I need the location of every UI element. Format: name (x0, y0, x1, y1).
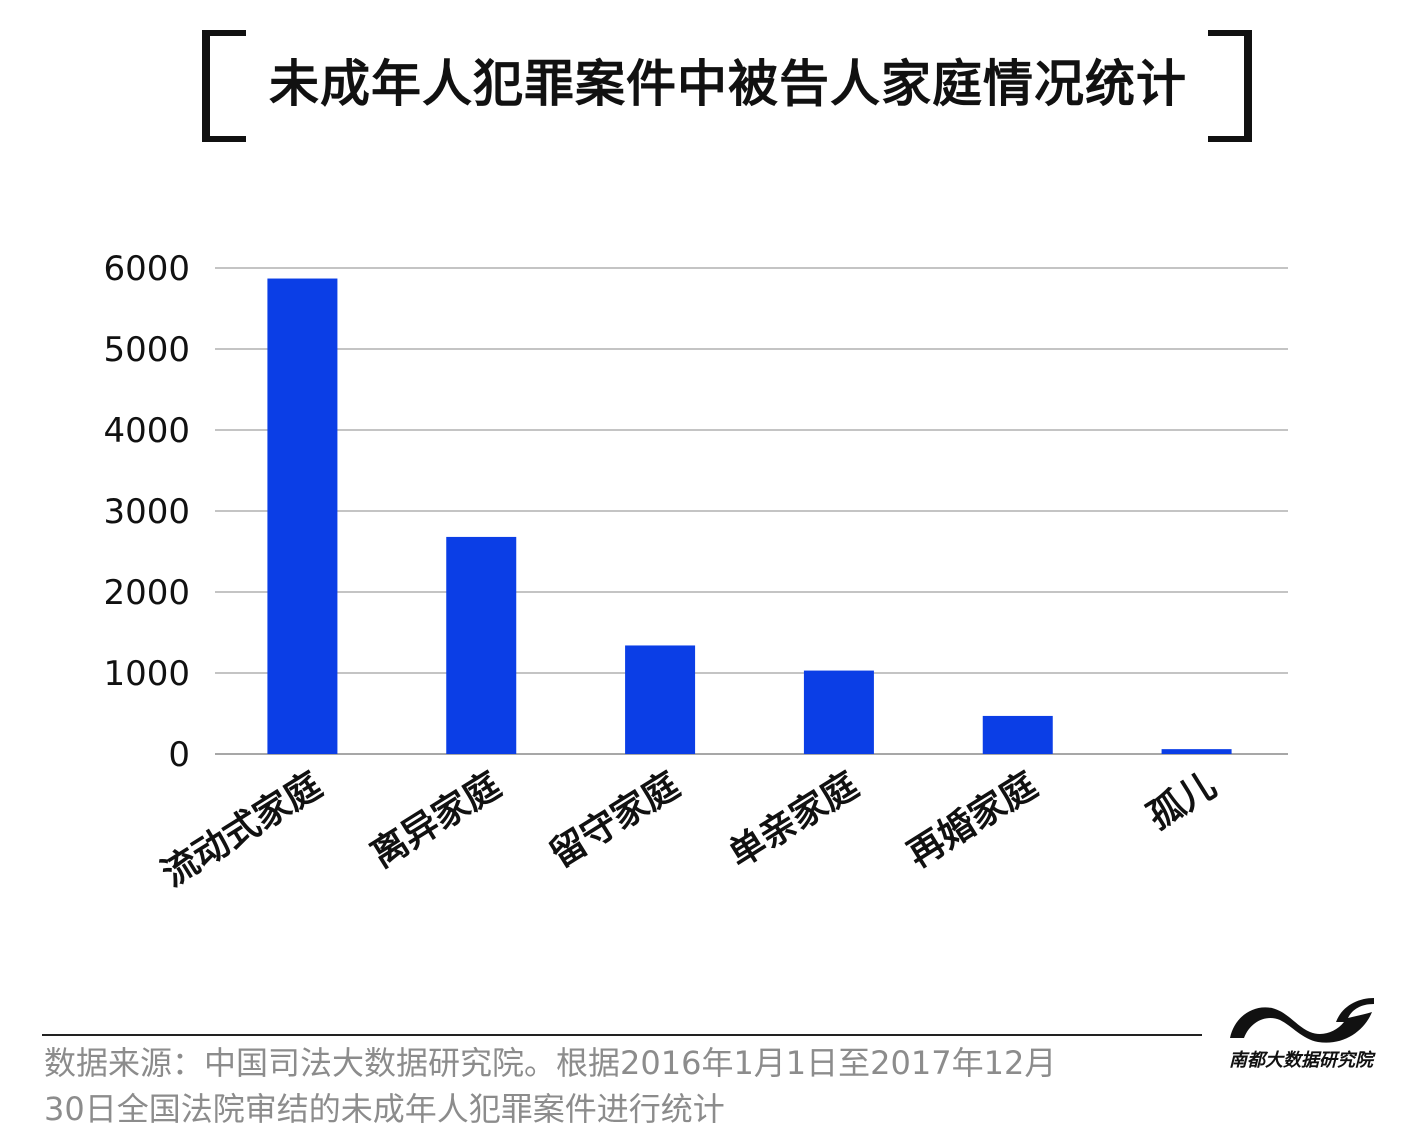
x-category-label: 离异家庭 (364, 765, 508, 876)
source-line-2: 30日全国法院审结的未成年人犯罪案件进行统计 (44, 1090, 725, 1128)
y-tick-label: 1000 (103, 654, 190, 694)
bar (267, 278, 338, 754)
x-category-label: 留守家庭 (543, 765, 687, 876)
nandu-logo-icon (1230, 998, 1374, 1043)
title-bracket-left (202, 30, 246, 142)
bar (982, 715, 1053, 754)
y-tick-label: 4000 (103, 411, 190, 451)
y-tick-label: 2000 (103, 573, 190, 613)
title-bracket-right (1208, 30, 1252, 142)
bar (446, 536, 517, 754)
y-tick-label: 6000 (103, 249, 190, 289)
x-category-label: 流动式家庭 (155, 765, 329, 895)
x-category-label: 单亲家庭 (722, 765, 866, 876)
bar (625, 645, 696, 754)
x-category-label: 孤儿 (1141, 765, 1224, 838)
chart-title: 未成年人犯罪案件中被告人家庭情况统计 (269, 55, 1187, 113)
y-tick-label: 3000 (103, 492, 190, 532)
source-line-1: 数据来源：中国司法大数据研究院。根据2016年1月1日至2017年12月 (44, 1044, 1057, 1082)
footer-divider (42, 1034, 1202, 1036)
bar-chart: 0 1000 2000 3000 4000 5000 6000 流动式家庭 离异家庭 留守家庭 单亲… (103, 249, 1288, 895)
logo-text: 南都大数据研究院 (1229, 1050, 1373, 1071)
source-note: 数据来源：中国司法大数据研究院。根据2016年1月1日至2017年12月 30日… (44, 1040, 1194, 1132)
bar (1161, 749, 1232, 754)
x-category-label: 再婚家庭 (901, 765, 1045, 876)
bar (803, 670, 874, 754)
y-tick-label: 5000 (103, 330, 190, 370)
y-tick-label: 0 (168, 735, 190, 775)
